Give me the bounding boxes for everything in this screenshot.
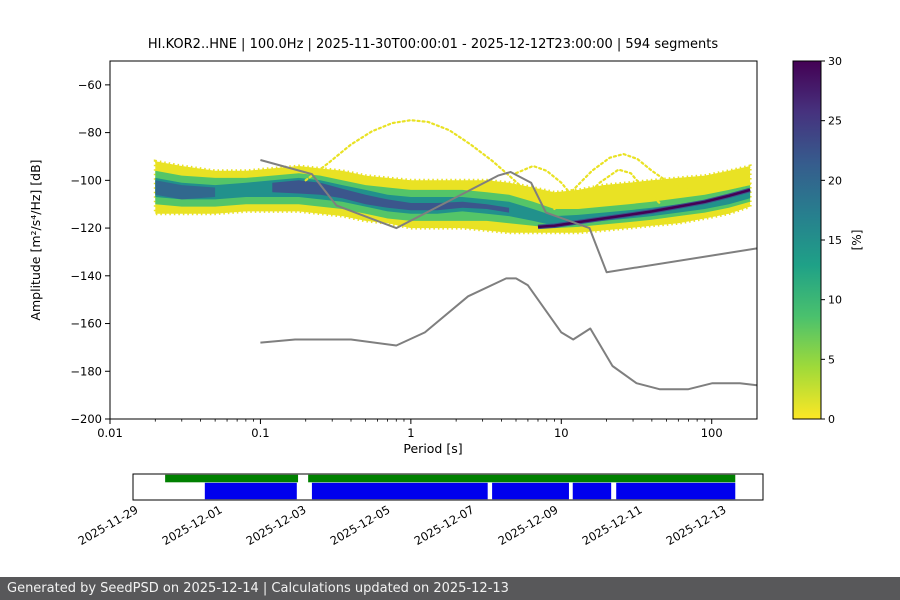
timeline-date-label: 2025-11-29 bbox=[76, 502, 141, 548]
x-tick-label: 10 bbox=[554, 426, 569, 440]
sparse-density-arc bbox=[577, 168, 663, 206]
colorbar-gradient bbox=[792, 60, 822, 420]
y-tick-label: −60 bbox=[78, 78, 102, 92]
y-tick-label: −160 bbox=[70, 317, 102, 331]
timeline-green-segment bbox=[308, 474, 736, 483]
timeline-blue-segment bbox=[616, 482, 736, 500]
colorbar-label: [%] bbox=[850, 230, 864, 251]
timeline-blue-segment bbox=[492, 482, 569, 500]
y-tick-label: −120 bbox=[70, 221, 102, 235]
y-tick-label: −180 bbox=[70, 364, 102, 378]
dark-ridge-inner bbox=[537, 188, 751, 229]
x-tick-label: 0.01 bbox=[97, 426, 123, 440]
x-axis-label: Period [s] bbox=[403, 441, 462, 456]
x-tick-label: 100 bbox=[701, 426, 723, 440]
x-tick-label: 0.1 bbox=[251, 426, 269, 440]
chart-render-root: 0.01 0.1 1 10 100−60−80−100−120−140−160−180−… bbox=[70, 55, 842, 548]
footer-bar: Generated by SeedPSD on 2025-12-14 | Cal… bbox=[0, 577, 900, 600]
sparse-density-arc bbox=[514, 164, 575, 199]
nhnm-line bbox=[260, 159, 757, 274]
ppsd-density-cloud bbox=[153, 119, 752, 235]
y-tick-label: −100 bbox=[70, 173, 102, 187]
noise-model-lines bbox=[260, 159, 757, 391]
colorbar-tick-label: 0 bbox=[828, 413, 835, 426]
colorbar-tick-label: 25 bbox=[828, 115, 842, 128]
ppsd-figure: 0.01 0.1 1 10 100−60−80−100−120−140−160−180−… bbox=[28, 37, 864, 548]
sparse-density-arc bbox=[304, 119, 524, 189]
y-axis: −60 −80 −100 −120 −140 −160 −180 −200 bbox=[70, 78, 110, 426]
timeline-blue-segment bbox=[204, 482, 297, 500]
timeline-date-label: 2025-12-05 bbox=[328, 502, 393, 548]
timeline-date-label: 2025-12-11 bbox=[580, 502, 645, 548]
timeline-date-label: 2025-12-01 bbox=[160, 502, 225, 548]
colorbar-tick-label: 30 bbox=[828, 55, 842, 68]
x-axis: 0.01 0.1 1 10 100 bbox=[97, 419, 723, 440]
availability-timeline: 2025-11-29 2025-12-01 2025-12-03 2025-12-05… bbox=[76, 473, 764, 548]
axes-frame bbox=[109, 60, 758, 420]
timeline-green-segment bbox=[165, 474, 299, 483]
nlnm-line bbox=[260, 277, 757, 391]
colorbar-tick-label: 15 bbox=[828, 234, 842, 247]
footer-text: Generated by SeedPSD on 2025-12-14 | Cal… bbox=[7, 581, 509, 596]
timeline-frame bbox=[132, 473, 764, 501]
chart-title: HI.KOR2..HNE | 100.0Hz | 2025-11-30T00:0… bbox=[148, 37, 718, 52]
timeline-blue-segment bbox=[311, 482, 488, 500]
y-axis-label: Amplitude [m²/s⁴/Hz] [dB] bbox=[28, 159, 43, 320]
timeline-date-label: 2025-12-03 bbox=[244, 502, 309, 548]
colorbar: 0 5 10 15 20 25 30 bbox=[792, 55, 842, 426]
y-tick-label: −200 bbox=[70, 412, 102, 426]
timeline-blue-segment bbox=[572, 482, 612, 500]
y-tick-label: −140 bbox=[70, 269, 102, 283]
density-layer-deep-core bbox=[272, 180, 510, 213]
timeline-date-label: 2025-12-09 bbox=[496, 502, 561, 548]
colorbar-tick-label: 5 bbox=[828, 353, 835, 366]
y-tick-label: −80 bbox=[78, 126, 102, 140]
timeline-date-label: 2025-12-13 bbox=[664, 502, 729, 548]
timeline-date-label: 2025-12-07 bbox=[412, 502, 477, 548]
sparse-density-arc bbox=[553, 152, 752, 211]
density-layer-deep-core-left bbox=[155, 180, 216, 200]
x-tick-label: 1 bbox=[407, 426, 414, 440]
colorbar-tick-label: 20 bbox=[828, 174, 842, 187]
colorbar-tick-label: 10 bbox=[828, 294, 842, 307]
